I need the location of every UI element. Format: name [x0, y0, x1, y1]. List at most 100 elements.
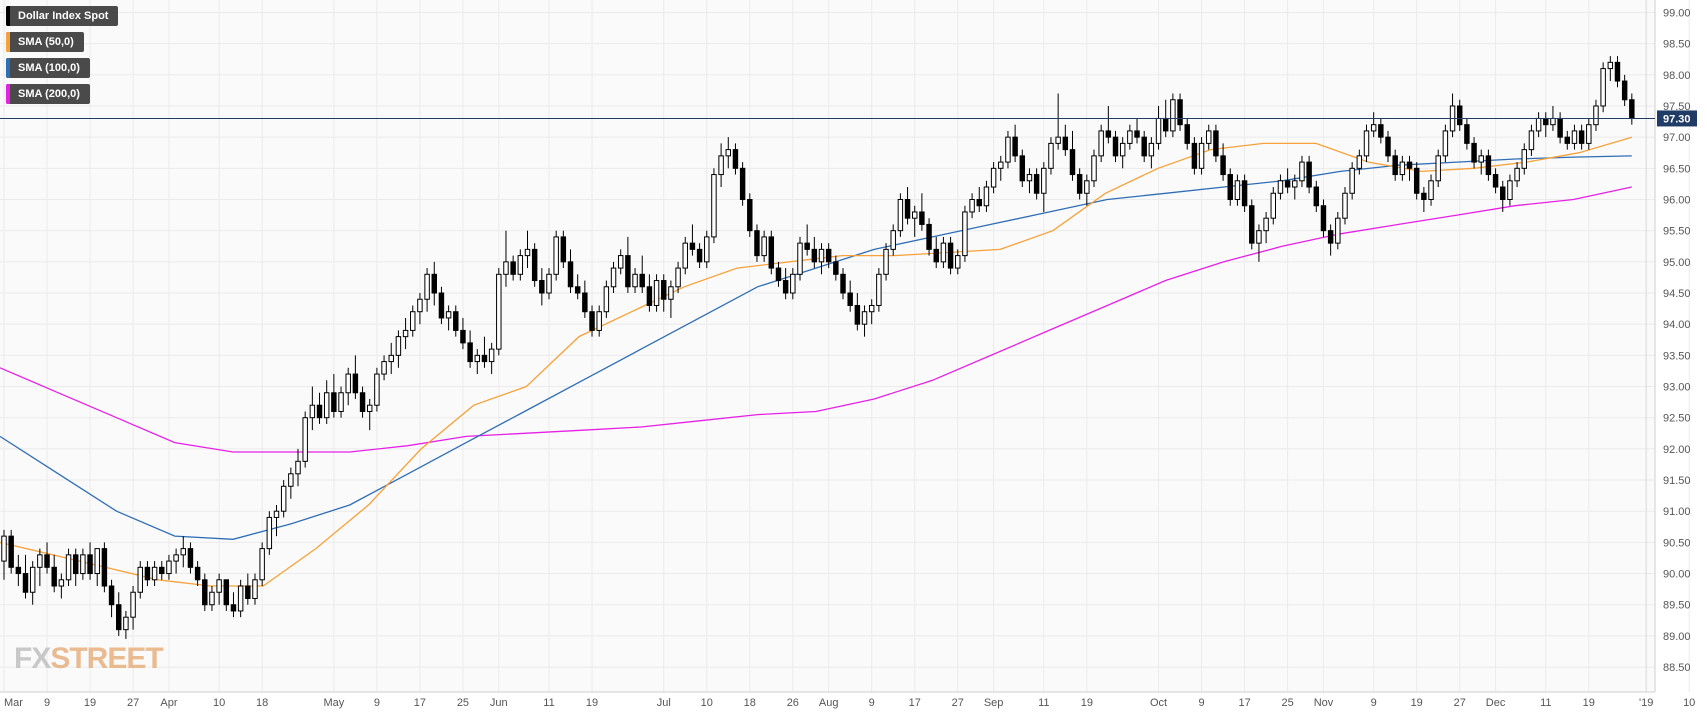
candle: [1421, 187, 1427, 212]
candle: [1507, 174, 1513, 206]
x-tick-label: 9: [1199, 697, 1205, 709]
candle-body-up: [1435, 155, 1441, 182]
candle: [897, 193, 904, 237]
candle: [1399, 155, 1406, 181]
candle: [252, 573, 258, 605]
candle-body-up: [180, 548, 186, 556]
candle: [1048, 137, 1054, 175]
candle: [804, 224, 810, 256]
candle: [116, 592, 122, 636]
candle: [517, 249, 524, 281]
candle-body-down: [739, 167, 746, 200]
y-tick-label: 95.00: [1663, 257, 1691, 269]
candle: [151, 561, 158, 587]
legend-label: SMA (200,0): [18, 88, 80, 100]
candle-body-down: [904, 198, 911, 219]
candle: [1270, 187, 1276, 225]
candle: [1127, 124, 1133, 150]
candle: [323, 380, 330, 424]
candle-body-down: [768, 236, 775, 269]
x-tick-label: 19: [1081, 697, 1093, 709]
candle-body-up: [883, 248, 889, 275]
candle-body-down: [467, 342, 473, 363]
candle-body-up: [402, 329, 409, 338]
candle: [1306, 155, 1312, 194]
candle: [1241, 174, 1248, 212]
candle-body-up: [1399, 161, 1406, 176]
candle: [1, 529, 7, 580]
candle-body-up: [990, 167, 997, 188]
legend-item-sma200[interactable]: SMA (200,0): [6, 84, 90, 104]
candle-body-up: [1026, 174, 1033, 182]
candle: [632, 268, 638, 294]
candle-body-down: [1464, 124, 1470, 144]
candle: [890, 224, 896, 256]
candle: [8, 529, 14, 574]
candle: [847, 280, 853, 312]
candle: [503, 230, 509, 287]
candle-body-down: [589, 311, 595, 331]
candle-body-down: [15, 566, 22, 575]
legend: Dollar Index Spot SMA (50,0) SMA (100,0)…: [6, 6, 119, 104]
candle-body-down: [101, 548, 108, 587]
legend-item-sma100[interactable]: SMA (100,0): [6, 58, 90, 78]
candle-body-down: [1134, 130, 1140, 138]
y-tick-label: 98.00: [1663, 70, 1691, 82]
candle-body-down: [754, 230, 760, 257]
candle: [732, 143, 739, 175]
candle-body-down: [1162, 117, 1169, 132]
candle-body-down: [1492, 174, 1499, 188]
candle: [696, 243, 703, 269]
candle: [1342, 187, 1348, 225]
candle: [37, 548, 43, 587]
candle: [80, 548, 86, 580]
candle: [711, 168, 717, 244]
x-tick-label: May: [323, 697, 344, 709]
candle-body-up: [1528, 130, 1535, 151]
candle-body-down: [194, 566, 201, 581]
candle-body-up: [1206, 130, 1212, 144]
x-tick-label: 9: [44, 697, 50, 709]
candle: [1076, 168, 1083, 200]
current-price-tag: [1657, 110, 1697, 127]
candle: [94, 548, 100, 587]
candle-body-down: [646, 286, 653, 306]
candle: [668, 280, 674, 318]
candle-body-down: [696, 248, 703, 263]
candle: [531, 243, 538, 287]
current-price: 97.30: [0, 110, 1697, 127]
candle-body-up: [1127, 130, 1133, 144]
candle-body-down: [510, 261, 516, 275]
candle: [1413, 162, 1420, 200]
candle-body-up: [876, 273, 882, 306]
candle-body-up: [1198, 142, 1205, 169]
legend-item-sma50[interactable]: SMA (50,0): [6, 32, 84, 52]
candle-body-up: [1535, 117, 1542, 132]
candle: [725, 137, 731, 169]
candle: [367, 398, 373, 431]
y-tick-label: 88.50: [1663, 662, 1691, 674]
x-tick-label: 17: [1238, 697, 1250, 709]
x-tick-label: Nov: [1314, 697, 1334, 709]
candle-body-down: [1076, 174, 1083, 194]
x-tick-label: 9: [869, 697, 875, 709]
x-tick-label: 9: [374, 697, 380, 709]
candle-body-up: [1277, 180, 1284, 194]
candle: [1191, 137, 1198, 175]
candle-body-up: [94, 548, 100, 575]
candle: [947, 236, 954, 275]
candle: [1578, 124, 1585, 150]
x-tick-label: Jun: [490, 697, 508, 709]
candle-body-up: [1600, 68, 1606, 107]
candle-body-down: [245, 585, 251, 599]
candle: [1385, 130, 1391, 163]
candle-body-up: [295, 460, 301, 475]
candle-body-down: [847, 292, 853, 306]
candle-body-up: [381, 361, 387, 375]
legend-item-price[interactable]: Dollar Index Spot: [6, 6, 119, 26]
candle-body-up: [173, 554, 179, 562]
candle: [754, 224, 760, 262]
candle: [617, 249, 624, 275]
candle-body-up: [417, 298, 423, 313]
